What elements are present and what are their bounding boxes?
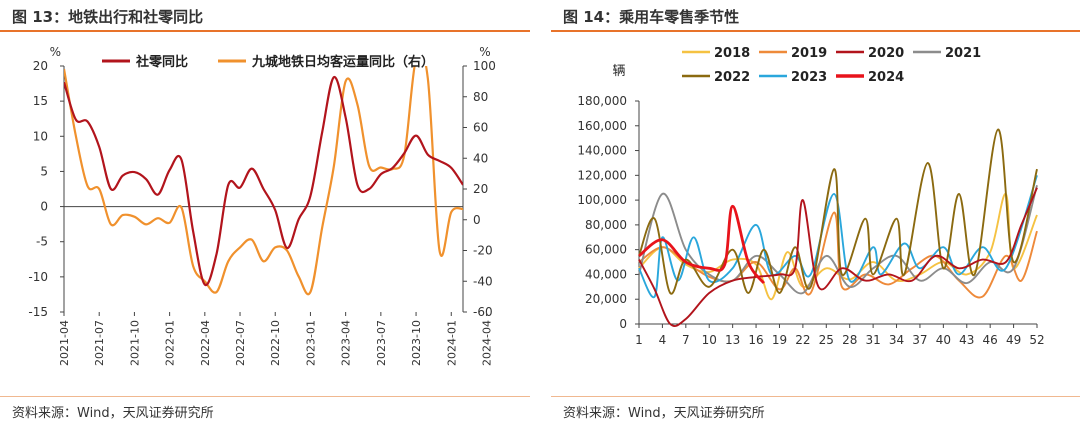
y-tick-label: 160,000 [577, 119, 627, 133]
x-tick-label: 31 [865, 333, 880, 347]
x-tick-label: 40 [936, 333, 951, 347]
left-tick-label: 5 [40, 164, 48, 178]
series-line-2020 [638, 187, 1038, 328]
x-tick-label: 2023-01 [304, 320, 317, 366]
legend-label: 2022 [714, 70, 750, 85]
y-axis-unit: 辆 [612, 64, 625, 79]
chart-title: 图 14：乘用车零售季节性 [563, 8, 740, 26]
x-tick-label: 2024-04 [480, 320, 493, 366]
x-tick-label: 34 [889, 333, 904, 347]
x-tick-label: 46 [983, 333, 998, 347]
right-tick-label: -40 [473, 274, 493, 288]
y-tick-label: 60,000 [585, 243, 627, 257]
legend-label: 2023 [791, 70, 827, 85]
x-tick-label: 37 [912, 333, 927, 347]
x-tick-label: 2022-01 [164, 320, 177, 366]
legend-label: 2018 [714, 46, 750, 61]
legend-label: 2021 [945, 46, 981, 61]
chart-panel-car-retail: 图 14：乘用车零售季节性 辆 180,000 160,000 140,000 120,… [551, 0, 1080, 429]
x-tick-label: 2021-10 [128, 320, 141, 366]
left-tick-label: 15 [33, 94, 48, 108]
source-note: 资料来源：Wind，天风证券研究所 [563, 406, 765, 421]
legend-label: 社零同比 [135, 54, 188, 70]
chart-title: 图 13：地铁出行和社零同比 [12, 8, 204, 26]
right-tick-label: 40 [473, 151, 488, 165]
left-tick-label: -10 [28, 270, 48, 284]
x-tick-label: 13 [725, 333, 740, 347]
footer-rule [551, 396, 1080, 397]
right-tick-label: -20 [473, 244, 493, 258]
x-tick-label: 22 [795, 333, 810, 347]
subway-retail-chart: % %20151050-5-10-15100806040200-20-40-602… [28, 45, 496, 366]
y-tick-label: 40,000 [585, 267, 627, 281]
x-tick-label: 7 [682, 333, 690, 347]
x-tick-label: 2022-10 [269, 320, 282, 366]
y-tick-label: 180,000 [577, 94, 627, 108]
x-tick-label: 4 [659, 333, 667, 347]
x-tick-label: 10 [702, 333, 717, 347]
x-tick-label: 2023-07 [375, 320, 388, 366]
car-retail-seasonality-chart: 辆180,000160,000140,000120,000100,00080,0… [577, 46, 1044, 347]
left-axis-unit: % [50, 45, 61, 59]
x-tick-label: 28 [842, 333, 857, 347]
legend-label: 2019 [791, 46, 827, 61]
source-note: 资料来源：Wind，天风证券研究所 [12, 406, 214, 421]
footer-rule [0, 396, 530, 397]
left-tick-label: 20 [33, 59, 48, 73]
x-tick-label: 2023-10 [410, 320, 423, 366]
y-tick-label: 100,000 [577, 193, 627, 207]
x-tick-label: 2021-04 [58, 320, 71, 366]
x-tick-label: 2024-01 [445, 320, 458, 366]
left-tick-label: -15 [28, 305, 48, 319]
series-line-1 [64, 66, 463, 296]
x-tick-label: 1 [635, 333, 643, 347]
right-tick-label: 60 [473, 121, 488, 135]
series-line-2022 [638, 128, 1038, 295]
y-tick-label: 120,000 [577, 168, 627, 182]
y-tick-label: 20,000 [585, 292, 627, 306]
y-tick-label: 140,000 [577, 144, 627, 158]
x-tick-label: 25 [819, 333, 834, 347]
right-tick-label: -60 [473, 305, 493, 319]
x-tick-label: 16 [748, 333, 763, 347]
right-tick-label: 0 [473, 213, 481, 227]
right-tick-label: 80 [473, 90, 488, 104]
x-tick-label: 52 [1029, 333, 1044, 347]
chart-panel-subway-retail: 图 13：地铁出行和社零同比 %% 20 15 10 5 0 -5 -10 -15 100 80 60… [0, 0, 530, 429]
y-tick-label: 80,000 [585, 218, 627, 232]
left-tick-label: 0 [40, 200, 48, 214]
x-tick-label: 49 [1006, 333, 1021, 347]
legend-label: 2024 [868, 70, 904, 85]
left-tick-label: -5 [36, 235, 48, 249]
right-axis-unit: % [479, 45, 490, 59]
left-tick-label: 10 [33, 129, 48, 143]
title-rule [0, 30, 530, 32]
series-line-2024 [638, 204, 766, 285]
x-tick-label: 19 [772, 333, 787, 347]
legend-label: 2020 [868, 46, 904, 61]
legend-label: 九城地铁日均客运量同比（右） [251, 54, 434, 70]
series-line-0 [64, 76, 463, 287]
x-tick-label: 2022-07 [234, 320, 247, 366]
x-tick-label: 43 [959, 333, 974, 347]
right-tick-label: 100 [473, 59, 496, 73]
title-rule [551, 30, 1080, 32]
x-tick-label: 2022-04 [199, 320, 212, 366]
right-tick-label: 20 [473, 182, 488, 196]
x-tick-label: 2023-04 [340, 320, 353, 366]
x-tick-label: 2021-07 [93, 320, 106, 366]
y-tick-label: 0 [619, 317, 627, 331]
